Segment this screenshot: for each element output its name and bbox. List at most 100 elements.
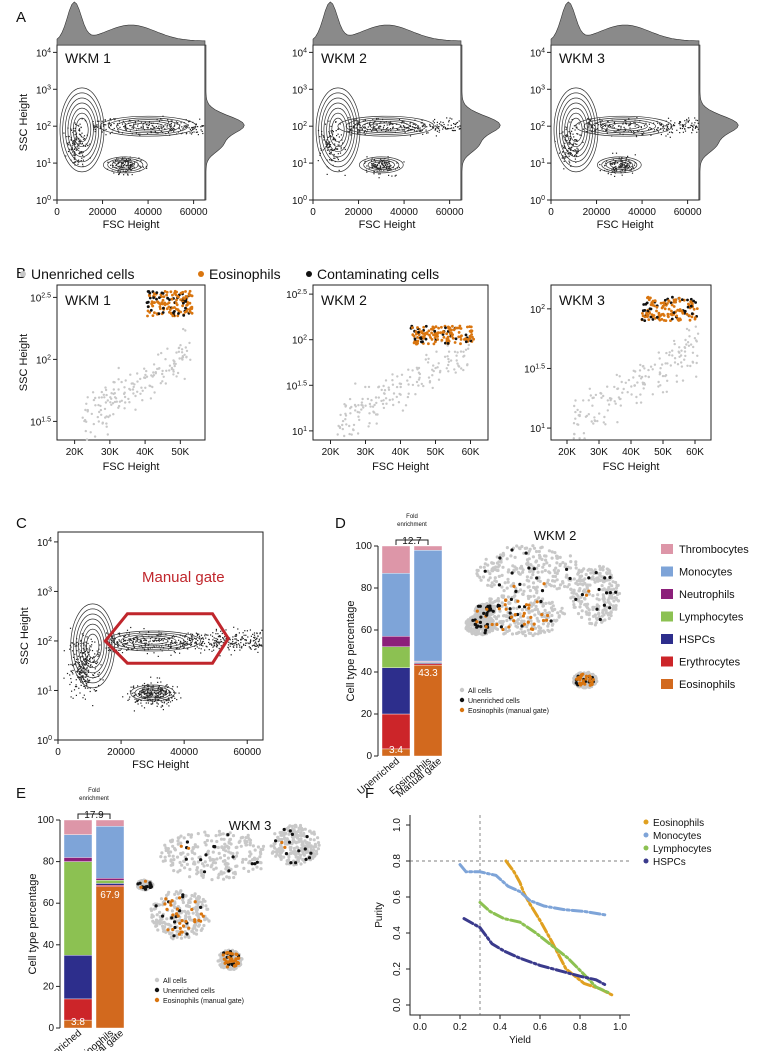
event-dot: [146, 653, 148, 655]
event-dot: [440, 124, 442, 126]
unenriched-cell: [417, 366, 421, 370]
event-dot: [653, 122, 655, 124]
event-dot: [381, 161, 383, 163]
event-dot: [190, 644, 192, 646]
event-dot: [383, 162, 385, 164]
event-dot: [148, 124, 150, 126]
event-dot: [454, 123, 456, 125]
event-dot: [413, 127, 416, 129]
all-cell: [479, 578, 483, 582]
event-dot: [138, 693, 140, 695]
event-dot: [145, 640, 148, 642]
unenriched-cell: [91, 391, 95, 394]
all-cell: [552, 568, 556, 572]
event-dot: [696, 126, 698, 128]
event-dot: [457, 126, 459, 128]
unenriched-cell: [399, 385, 402, 389]
event-dot: [121, 166, 123, 169]
event-dot: [161, 696, 163, 698]
event-dot: [162, 709, 164, 711]
event-dot: [625, 159, 627, 161]
event-dot: [130, 169, 132, 171]
event-dot: [89, 665, 92, 667]
all-cell: [555, 561, 559, 565]
event-dot: [131, 165, 133, 167]
event-dot: [628, 118, 630, 120]
contour-line: [116, 119, 181, 134]
event-dot: [323, 136, 325, 139]
event-dot: [380, 159, 382, 162]
event-dot: [633, 121, 635, 123]
unenriched-cell: [408, 375, 412, 379]
event-dot: [85, 680, 87, 682]
event-dot: [81, 142, 83, 144]
all-cell: [492, 583, 496, 587]
event-dot: [117, 130, 119, 132]
event-dot: [558, 152, 560, 154]
event-dot: [610, 173, 612, 176]
contour-line: [132, 122, 164, 130]
event-dot: [87, 660, 89, 662]
event-dot: [389, 128, 392, 130]
event-dot: [328, 146, 330, 148]
contaminating-cell: [672, 311, 676, 314]
all-cell: [609, 588, 613, 592]
contour-line: [564, 107, 588, 153]
contour-line: [345, 117, 427, 135]
event-dot: [403, 121, 405, 123]
event-dot: [98, 654, 100, 656]
event-dot: [143, 642, 146, 644]
event-dot: [695, 126, 697, 128]
contaminating-cell: [433, 329, 437, 333]
all-cell: [583, 577, 587, 581]
event-dot: [82, 663, 84, 665]
eosinophil-cell: [148, 311, 152, 314]
all-cell: [494, 617, 499, 621]
all-cell: [567, 583, 571, 587]
event-dot: [149, 638, 152, 640]
event-dot: [156, 677, 158, 679]
event-dot: [137, 685, 139, 687]
event-dot: [605, 124, 607, 126]
contour-line: [102, 156, 148, 174]
event-dot: [68, 664, 70, 666]
event-dot: [691, 122, 693, 124]
event-dot: [684, 123, 686, 126]
event-dot: [176, 699, 178, 701]
contour-line: [139, 687, 167, 699]
event-dot: [421, 129, 423, 131]
event-dot: [596, 122, 598, 124]
x-tick-label: 20K: [322, 447, 340, 458]
unenriched-cell: [462, 368, 465, 372]
unenriched-cell: [350, 433, 353, 436]
sample-title: WKM 2: [321, 292, 367, 308]
event-dot: [129, 168, 131, 170]
eosinophil-cell: [161, 298, 165, 302]
event-dot: [167, 645, 169, 647]
contaminating-cell: [464, 333, 468, 337]
event-dot: [80, 160, 82, 162]
event-dot: [73, 127, 75, 130]
event-dot: [362, 120, 364, 122]
event-dot: [569, 151, 571, 154]
eosinophil-cell: [152, 301, 156, 304]
event-dot: [170, 120, 172, 122]
event-dot: [326, 144, 328, 146]
event-dot: [70, 678, 72, 680]
eosinophil-cell: [466, 338, 469, 341]
event-dot: [256, 638, 258, 640]
unenriched-cell: [134, 394, 137, 398]
event-dot: [666, 126, 668, 128]
event-dot: [73, 142, 75, 144]
unenriched-cell: [164, 358, 167, 361]
event-dot: [158, 640, 160, 642]
event-dot: [563, 156, 565, 158]
event-dot: [572, 143, 574, 146]
all-cell: [571, 595, 575, 599]
event-dot: [75, 137, 77, 139]
event-dot: [334, 143, 336, 145]
event-dot: [119, 649, 121, 651]
event-dot: [156, 696, 158, 698]
event-dot: [380, 129, 383, 131]
event-dot: [162, 647, 165, 649]
